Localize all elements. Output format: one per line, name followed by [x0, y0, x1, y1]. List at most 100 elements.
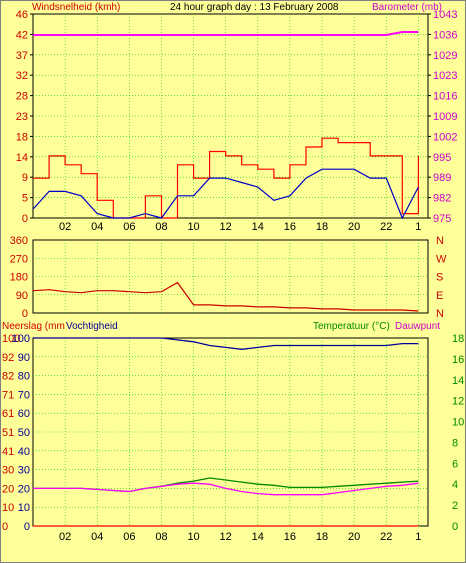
barometer-y-tick-label: 1009 [433, 111, 457, 123]
barometer-y-tick-label: 995 [433, 152, 451, 164]
wind-y-tick-label: 5 [22, 193, 28, 205]
wind-x-tick-label: 02 [59, 221, 71, 233]
humidity-y-tick-label: 100 [12, 333, 30, 345]
humidity-y-tick-label: 20 [18, 483, 30, 495]
direction-compass-label: N [436, 308, 444, 320]
temperature-y-tick-label: 6 [452, 458, 458, 470]
direction-compass-label: S [436, 272, 443, 284]
rain-y-tick-label: 30 [2, 465, 14, 477]
wind-panel-frame [32, 13, 429, 219]
wind-y-tick-label: 46 [16, 9, 28, 21]
humidity-x-tick-label: 06 [123, 531, 135, 543]
barometer-y-tick-label: 1043 [433, 9, 457, 21]
humidity-y-tick-label: 70 [18, 389, 30, 401]
rain-y-tick-label: 10 [2, 502, 14, 514]
temperature-y-tick-label: 18 [452, 333, 464, 345]
rain-y-tick-label: 0 [2, 521, 8, 533]
wind-direction-line [32, 281, 419, 312]
temperature-y-tick-label: 14 [452, 375, 464, 387]
barometer-y-tick-label: 1002 [433, 131, 457, 143]
barometer-y-tick-label: 1036 [433, 29, 457, 41]
barometer-line [33, 31, 419, 36]
barometer-y-tick-label: 982 [433, 193, 451, 205]
wind-x-tick-label: 18 [316, 221, 328, 233]
temperature-y-tick-label: 4 [452, 479, 458, 491]
humidity-x-tick-label: 18 [316, 531, 328, 543]
wind-x-tick-label: 04 [91, 221, 103, 233]
wind-x-tick-label: 1 [415, 221, 421, 233]
temperature-y-tick-label: 2 [452, 500, 458, 512]
temperature-y-tick-label: 12 [452, 396, 464, 408]
direction-compass-label: E [436, 290, 443, 302]
wind-x-tick-label: 06 [123, 221, 135, 233]
wind-y-tick-label: 42 [16, 29, 28, 41]
humidity-y-tick-label: 10 [18, 502, 30, 514]
rain-y-tick-label: 71 [2, 389, 14, 401]
humidity-y-tick-label: 60 [18, 408, 30, 420]
wind-x-tick-label: 08 [155, 221, 167, 233]
rain-y-tick-label: 61 [2, 408, 14, 420]
rain-y-tick-label: 51 [2, 427, 14, 439]
temperature-y-tick-label: 0 [452, 521, 458, 533]
barometer-y-tick-label: 1016 [433, 91, 457, 103]
wind-x-tick-label: 14 [252, 221, 264, 233]
barometer-y-tick-label: 975 [433, 213, 451, 225]
direction-y-tick-label: 90 [16, 290, 28, 302]
humidity-y-tick-label: 80 [18, 371, 30, 383]
humidity-y-tick-label: 0 [24, 521, 30, 533]
humidity-y-tick-label: 30 [18, 465, 30, 477]
humidity-x-tick-label: 10 [187, 531, 199, 543]
temperature-axis-title: Temperatuur (°C) [313, 321, 390, 332]
wind-x-tick-label: 16 [284, 221, 296, 233]
rain-axis-title: Neerslag (mm [2, 321, 65, 332]
wind-gust-line [33, 137, 419, 219]
wind-y-tick-label: 18 [16, 131, 28, 143]
temperature-y-tick-label: 8 [452, 437, 458, 449]
dewpoint-axis-title: Dauwpunt [395, 321, 440, 332]
humidity-x-tick-label: 20 [348, 531, 360, 543]
temperature-y-tick-label: 10 [452, 417, 464, 429]
wind-y-tick-label: 23 [16, 111, 28, 123]
direction-y-tick-label: 180 [10, 272, 28, 284]
humidity-y-tick-label: 90 [18, 352, 30, 364]
rain-y-tick-label: 82 [2, 371, 14, 383]
barometer-y-tick-label: 1023 [433, 70, 457, 82]
wind-axis-title: Windsnelheid (kmh) [32, 2, 120, 13]
wind-x-tick-label: 22 [380, 221, 392, 233]
humidity-x-tick-label: 22 [380, 531, 392, 543]
wind-x-tick-label: 12 [220, 221, 232, 233]
humidity-x-tick-label: 12 [220, 531, 232, 543]
wind-x-tick-label: 20 [348, 221, 360, 233]
wind-average-line [32, 168, 419, 220]
humidity-panel-frame [32, 337, 429, 527]
humidity-x-tick-label: 1 [415, 531, 421, 543]
rain-y-tick-label: 41 [2, 446, 14, 458]
humidity-x-tick-label: 16 [284, 531, 296, 543]
direction-panel-frame [32, 239, 429, 314]
barometer-y-tick-label: 1029 [433, 50, 457, 62]
direction-y-tick-label: 0 [22, 308, 28, 320]
humidity-x-tick-label: 02 [59, 531, 71, 543]
direction-compass-label: N [436, 235, 444, 247]
barometer-y-tick-label: 989 [433, 172, 451, 184]
humidity-x-tick-label: 04 [91, 531, 103, 543]
humidity-x-tick-label: 14 [252, 531, 264, 543]
wind-y-tick-label: 0 [22, 213, 28, 225]
wind-y-tick-label: 28 [16, 91, 28, 103]
barometer-axis-title: Barometer (mb) [372, 2, 442, 13]
rain-y-tick-label: 100 [2, 333, 20, 345]
direction-y-tick-label: 360 [10, 235, 28, 247]
humidity-y-tick-label: 40 [18, 446, 30, 458]
wind-y-tick-label: 9 [22, 172, 28, 184]
chart-title: 24 hour graph day : 13 February 2008 [170, 2, 339, 13]
wind-y-tick-label: 32 [16, 70, 28, 82]
temperature-y-tick-label: 16 [452, 354, 464, 366]
direction-compass-label: W [436, 253, 447, 265]
wind-y-tick-label: 14 [16, 152, 28, 164]
humidity-axis-title: Vochtigheid [66, 321, 118, 332]
dewpoint-line [33, 482, 419, 496]
wind-y-tick-label: 37 [16, 50, 28, 62]
humidity-y-tick-label: 50 [18, 427, 30, 439]
